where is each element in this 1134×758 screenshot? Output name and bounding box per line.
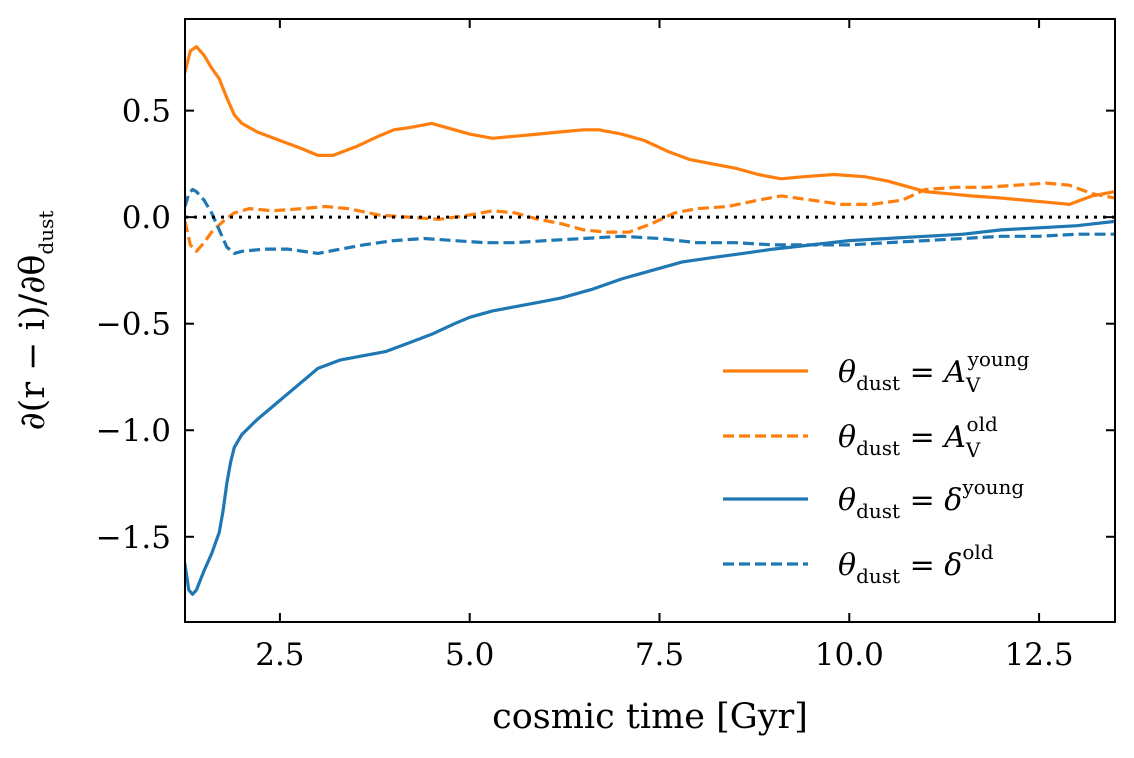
y-axis-label: ∂(r − i)/∂θdust (13, 211, 58, 431)
y-tick-label: 0.0 (122, 200, 171, 236)
x-tick-label: 10.0 (815, 637, 884, 673)
ticks-layer: 2.5 5.0 7.5 10.0 12.5 0.5 0.0 −0.5 −1.0 −1.5 (96, 19, 1115, 673)
y-axis-label-main: ∂(r − i)/∂θ (13, 255, 53, 431)
series-layer (185, 45, 1115, 596)
legend-label-4: θdust = δold (838, 540, 994, 588)
legend-label-3: θdust = δyoung (838, 475, 1024, 523)
series-line-2 (185, 181, 1115, 253)
x-tick-label: 12.5 (1005, 637, 1074, 673)
plot-frame (184, 18, 1116, 623)
y-tick-label: −0.5 (96, 307, 171, 343)
series-line-3 (185, 219, 1115, 596)
x-axis-label: cosmic time [Gyr] (492, 697, 808, 737)
y-axis-label-subscript: dust (34, 211, 58, 255)
series-line-1 (185, 45, 1115, 206)
y-tick-label: −1.5 (96, 520, 171, 556)
legend: θdust = AVyoung θdust = AVold θdust = δyou… (723, 347, 1030, 588)
x-tick-label: 2.5 (255, 637, 304, 673)
y-tick-label: −1.0 (96, 413, 171, 449)
x-tick-label: 7.5 (635, 637, 684, 673)
series-line-4 (185, 187, 1115, 255)
y-tick-label: 0.5 (122, 94, 171, 130)
x-tick-label: 5.0 (445, 637, 494, 673)
legend-label-2: θdust = AVold (838, 412, 998, 462)
legend-label-1: θdust = AVyoung (838, 347, 1030, 397)
